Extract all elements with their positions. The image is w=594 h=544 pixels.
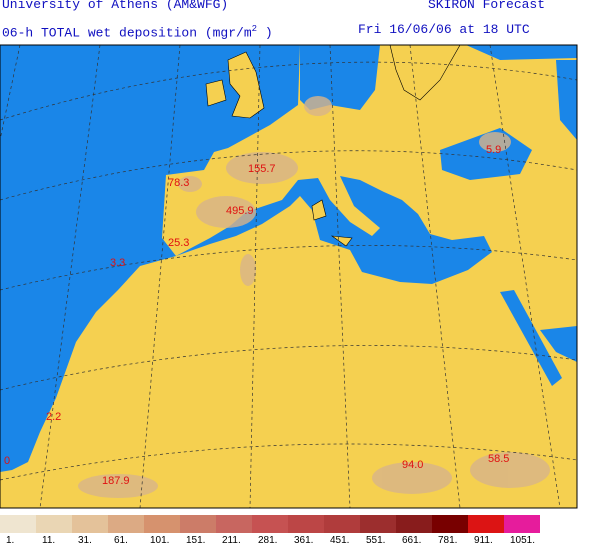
subtitle-end: ) (264, 25, 273, 41)
legend-label: 61. (114, 535, 128, 544)
legend-swatch (36, 515, 72, 533)
legend-label: 11. (42, 535, 55, 544)
deposition-label: 155.7 (248, 163, 276, 175)
legend-swatch (0, 515, 36, 533)
deposition-areas (78, 96, 550, 498)
legend-swatch (324, 515, 360, 533)
sea (0, 45, 577, 472)
legend-swatch (432, 515, 468, 533)
product: SKIRON Forecast (428, 0, 546, 12)
legend-swatch (288, 515, 324, 533)
legend-label: 151. (186, 535, 205, 544)
legend-label: 211. (222, 535, 241, 544)
legend-swatch (108, 515, 144, 533)
deposition-label: 94.0 (402, 459, 423, 471)
deposition-label: 58.5 (488, 453, 509, 465)
legend-swatch (360, 515, 396, 533)
deposition-label: 187.9 (102, 475, 130, 487)
institution: University of Athens (AM&WFG) (2, 0, 229, 12)
deposition-label: 78.3 (168, 177, 189, 189)
deposition-label: 495.9 (226, 205, 254, 217)
valid-time: Fri 16/06/06 at 18 UTC (358, 22, 530, 37)
superscript: 2 (251, 24, 258, 34)
legend-label: 101. (150, 535, 169, 544)
subtitle-text: 06-h TOTAL wet deposition (mgr/m (2, 25, 252, 41)
legend-label: 361. (294, 535, 313, 544)
legend-swatch (504, 515, 540, 533)
subtitle: 06-h TOTAL wet deposition (mgr/m2 ) (2, 22, 273, 40)
legend-swatch (216, 515, 252, 533)
deposition-label: 25.3 (168, 237, 189, 249)
legend-swatch (396, 515, 432, 533)
deposition-label: 0 (4, 455, 10, 467)
legend-label: 1051. (510, 535, 535, 544)
deposition-label: 3.3 (110, 257, 125, 269)
legend-label: 1. (6, 535, 14, 544)
map-labels: 155.7 78.3 495.9 25.3 3.3 5.9 2.2 0 187.9 94.0 58.… (4, 144, 509, 487)
legend-label: 281. (258, 535, 277, 544)
legend-swatch (180, 515, 216, 533)
deposition-label: 5.9 (486, 144, 501, 156)
legend-label: 551. (366, 535, 385, 544)
graticule (0, 44, 578, 509)
islands (205, 44, 461, 247)
legend-swatch (144, 515, 180, 533)
legend-label: 451. (330, 535, 349, 544)
map-frame (0, 44, 578, 509)
legend-swatch (252, 515, 288, 533)
legend-label: 31. (78, 535, 92, 544)
legend-label: 661. (402, 535, 421, 544)
legend-label: 781. (438, 535, 457, 544)
deposition-label: 2.2 (46, 411, 61, 423)
legend-label: 911. (474, 535, 493, 544)
legend-swatch (72, 515, 108, 533)
legend-swatch (468, 515, 504, 533)
legend: 1. 11. 31. 61. 101. 151. 211. 281. 361. 451. 551. 6… (0, 515, 540, 544)
